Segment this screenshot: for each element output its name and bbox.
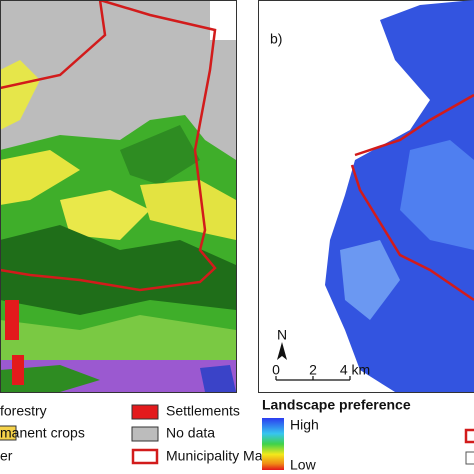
legend-low: Low [290,457,317,473]
north-label: N [277,327,287,343]
map-a-frame [0,0,237,393]
map-a [0,0,236,392]
legend-item: er [0,448,13,464]
legend-item: Settlements [166,403,240,419]
legend-high: High [290,417,319,433]
scale-label: 4 km [340,362,370,378]
legend-item: manent crops [0,425,85,441]
legend-item: forestry [0,403,47,419]
legend-title: Landscape preference [262,397,411,413]
panel-label: b) [270,31,282,47]
scale-label: 2 [309,362,317,378]
north-arrow [277,342,287,360]
legend-item: No data [166,425,215,441]
legend-b: Landscape preference High Low [262,397,474,473]
legend-a: forestry manent crops er Settlements No … [0,403,273,465]
map-b: b) N 0 2 4 km [258,0,474,393]
scale-label: 0 [272,362,280,378]
legend-item: Municipality Mals [166,448,273,464]
